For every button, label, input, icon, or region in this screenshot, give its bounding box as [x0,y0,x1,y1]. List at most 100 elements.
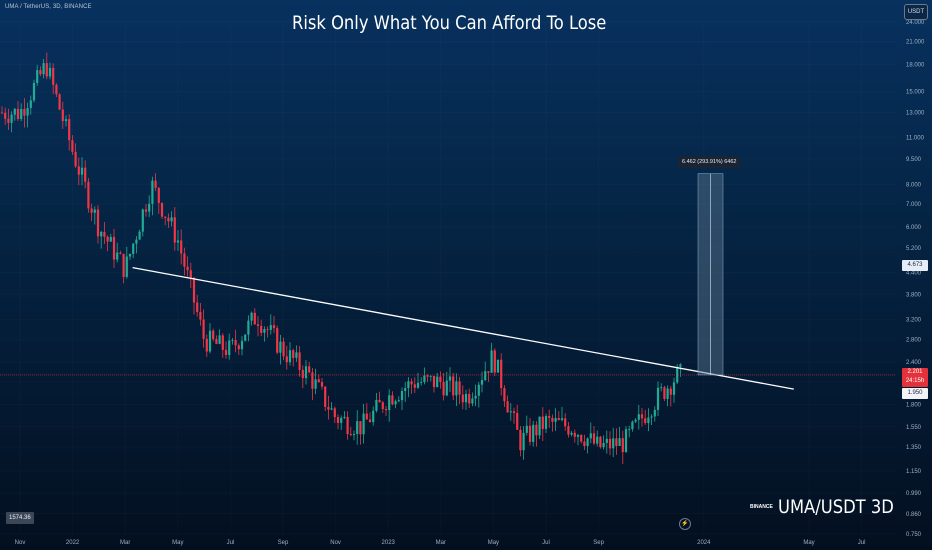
x-tick-label: Nov [15,540,26,546]
candle-body [407,381,410,389]
candle-body [125,256,128,277]
candle-body [202,319,205,339]
candle-body [500,359,503,389]
x-tick-label: Mar [120,540,130,546]
candle-body [7,118,10,123]
candle-body [669,388,672,395]
candle-body [592,433,596,444]
candle-body [52,67,55,85]
candle-body [560,418,564,421]
candle-body [349,434,352,436]
candle-body [224,349,228,355]
symbol-header[interactable]: UMA / TetherUS, 3D, BINANCE [5,4,92,10]
x-tick-label: Jul [227,540,235,546]
candle-body [452,376,455,396]
price-tag-level: 1.950 [902,388,928,399]
candle-body [455,381,458,396]
x-tick-label: Jul [542,540,550,546]
candle-body [509,411,512,413]
candle-body [205,338,208,352]
candle-body [496,359,500,373]
candle-body [23,108,26,116]
candle-body [413,384,416,388]
candle-body [346,416,349,435]
currency-badge[interactable]: USDT [904,4,928,20]
candle-body [644,418,647,424]
candle-body [461,394,464,403]
measure-label: 6.462 (293.91%) 6462 [678,156,741,168]
candle-body [234,340,237,346]
watermark-exchange: BINANCE [750,504,773,510]
candle-body [16,108,20,119]
candlestick-series [0,52,682,465]
candle-body [442,381,445,396]
candle-body [663,387,666,399]
y-tick-label: 1.800 [906,403,922,409]
y-tick-label: 8.000 [906,182,922,188]
candle-body [167,217,170,222]
candle-body [317,379,320,383]
candle-body [567,426,570,435]
candle-body [128,253,132,257]
candle-body [0,112,4,114]
candle-body [333,408,336,418]
candle-body [240,340,244,350]
candle-body [112,236,116,260]
candle-body [26,107,29,116]
candle-body [36,70,39,83]
y-tick-label: 2.400 [906,360,922,366]
y-tick-label: 18.000 [906,62,925,68]
candle-body [359,421,362,435]
candle-body [554,417,557,422]
y-tick-label: 7.000 [906,202,922,208]
candle-body [253,312,256,325]
candle-body [58,94,61,110]
candle-body [285,356,288,363]
candle-body [160,203,164,217]
x-tick-label: Sep [278,540,289,546]
candle-body [544,416,548,429]
candle-body [215,339,218,344]
candle-body [356,421,359,435]
candle-body [535,424,538,436]
candle-body [106,236,109,242]
candle-body [653,409,656,417]
candle-body [589,433,592,439]
candle-body [55,84,58,95]
candle-body [439,376,442,382]
candle-body [212,330,215,340]
candle-body [292,350,295,358]
candle-body [634,419,637,422]
candle-body [154,180,157,188]
candle-body [48,67,52,77]
candle-body [288,350,292,363]
candle-body [352,434,356,436]
candle-body [144,209,148,212]
candle-body [487,371,490,373]
candle-body [538,416,541,436]
candle-body [183,253,186,267]
tradingview-logo-icon[interactable]: ⚡ [679,518,691,530]
candle-body [458,381,461,395]
candle-body [429,375,432,377]
y-tick-label: 9.500 [906,157,922,163]
candle-body [394,401,397,405]
y-tick-label: 1.550 [906,425,922,431]
candle-body [39,70,42,75]
candle-body [298,352,301,370]
candle-body [436,376,439,388]
candle-body [330,408,333,410]
candle-body [272,325,276,329]
candle-body [660,387,663,389]
candle-body [372,410,375,423]
candle-body [397,400,400,402]
candle-body [506,401,509,413]
candle-body [679,364,682,367]
y-tick-label: 3.800 [906,292,922,298]
x-tick-label: 2023 [382,540,396,546]
x-tick-label: May [488,540,499,546]
candle-body [516,412,519,430]
candle-body [576,435,580,437]
